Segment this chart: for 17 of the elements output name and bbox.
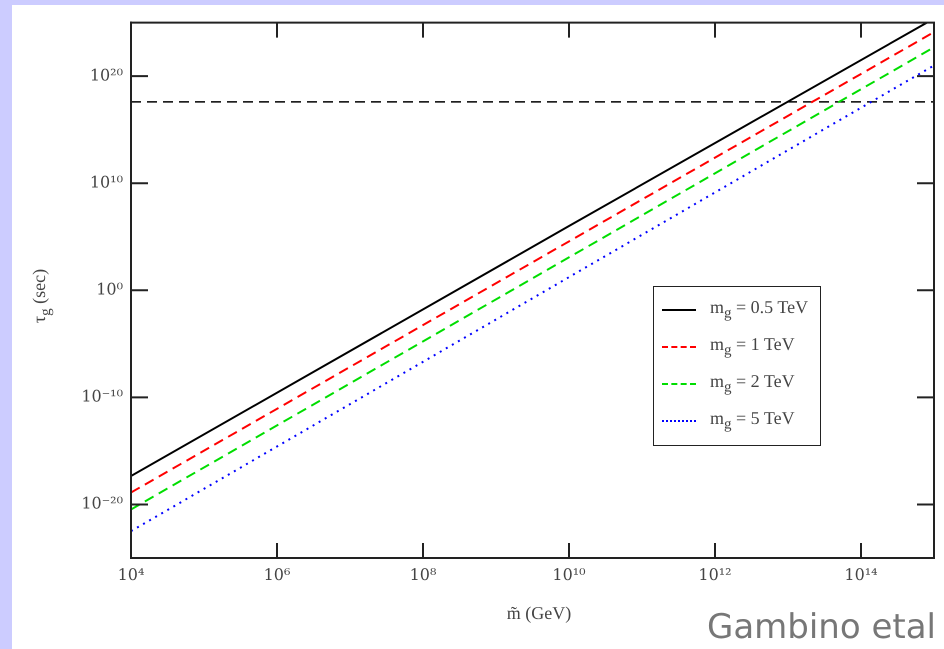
x-tick-label: 10⁴ [118, 564, 144, 584]
x-axis-title: m̃ (GeV) [506, 603, 572, 624]
x-tick-label: 10¹⁰ [552, 564, 586, 584]
y-tick-label: 10²⁰ [90, 65, 123, 84]
y-tick-label: 10⁻²⁰ [81, 494, 123, 513]
y-tick-label: 10¹⁰ [90, 172, 123, 192]
y-tick-label: 10⁰ [96, 279, 123, 298]
x-tick-label: 10⁶ [264, 564, 290, 584]
x-tick-label: 10¹⁴ [844, 564, 878, 584]
x-tick-label: 10⁸ [410, 564, 436, 584]
legend-label: m$_{g}$ = 1 TeV [710, 334, 795, 360]
x-tick-label: 10¹² [698, 564, 732, 584]
legend-label: m$_{g}$ = 0.5 TeV [710, 296, 808, 322]
legend-label: m$_{g}$ = 2 TeV [710, 370, 795, 396]
y-tick-label: 10⁻¹⁰ [81, 386, 123, 406]
text: Gambino etal [706, 607, 936, 647]
legend-label: m$_{g}$ = 5 TeV [710, 408, 795, 434]
